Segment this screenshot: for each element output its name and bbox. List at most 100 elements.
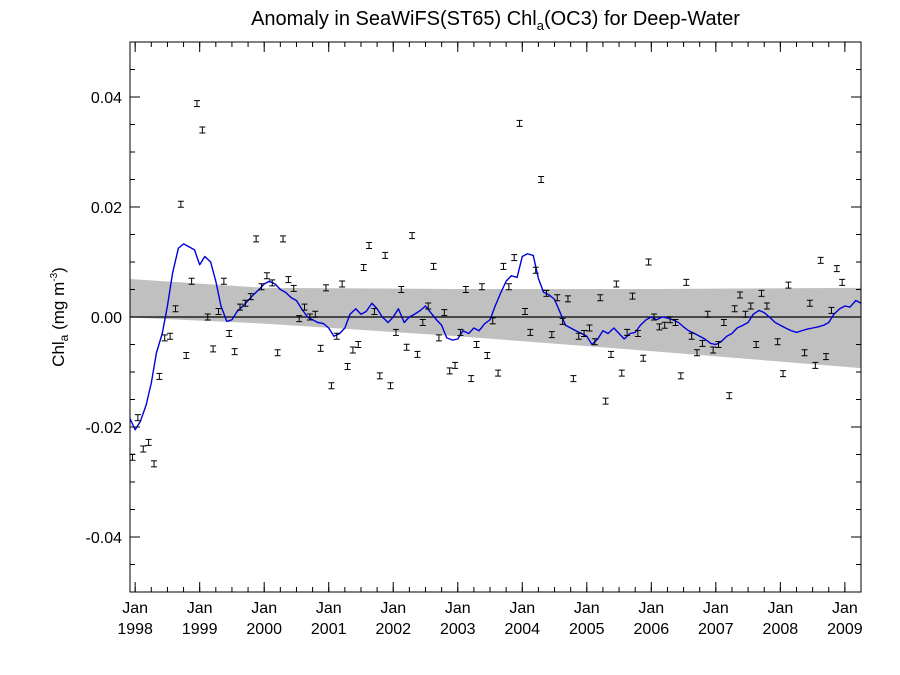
data-point [317,344,324,352]
x-tick-year-label: 2001 [311,621,347,638]
data-point [521,308,528,315]
data-point [742,310,749,318]
data-point [156,372,163,380]
data-point [801,349,808,357]
y-axis-label: Chla (mg m-3) [49,267,71,367]
data-point [823,353,830,361]
data-point [726,392,733,400]
data-point [785,281,792,289]
x-tick-month-label: Jan [122,600,148,617]
data-point [688,332,695,340]
data-point [226,330,233,337]
x-tick-year-label: 2002 [375,621,411,638]
data-point [597,294,604,302]
data-point [204,313,211,321]
data-point [527,328,534,336]
data-point [172,305,179,313]
data-point [177,200,184,208]
data-point [441,309,448,317]
x-tick-month-label: Jan [445,600,471,617]
data-point [699,339,706,347]
x-tick-year-label: 2008 [763,621,799,638]
data-point [532,266,539,274]
data-point [387,382,394,390]
x-tick-year-label: 2006 [634,621,670,638]
x-tick-year-label: 2009 [827,621,863,638]
data-point [296,315,303,323]
data-point [263,272,270,280]
data-point [188,277,195,285]
ylabel-main: Chl [49,341,68,367]
data-point [452,361,459,369]
ylabel-unit-pre: (mg m [49,282,68,335]
data-point [672,319,679,326]
data-point [500,262,507,270]
x-tick-month-label: Jan [380,600,406,617]
data-point [683,278,690,286]
data-point [269,279,276,287]
data-point [312,310,319,318]
data-point [376,372,383,380]
data-point [812,361,819,369]
data-point [301,303,308,311]
x-tick-year-label: 1999 [182,621,218,638]
data-point [651,313,658,321]
y-axis-label-text: Chla (mg m-3) [49,267,71,367]
data-point [220,277,227,285]
data-point [495,369,502,377]
data-point [489,317,496,325]
x-tick-year-label: 2004 [504,621,540,638]
data-point [344,363,351,370]
data-point [446,367,453,375]
data-point [210,345,217,353]
data-point [403,343,410,351]
data-point [290,284,297,292]
data-point [715,341,722,348]
data-point [747,302,754,310]
data-point [710,346,717,354]
data-point [339,280,346,288]
data-point [161,334,168,342]
data-point [677,372,684,380]
data-point [183,352,190,359]
y-tick-label: 0.04 [91,90,122,107]
data-point [516,119,523,127]
data-point [575,332,582,340]
x-tick-month-label: Jan [251,600,277,617]
data-point [355,341,362,348]
y-tick-label: 0.00 [91,310,122,327]
data-point [624,328,631,336]
data-point [693,349,700,357]
data-point [285,276,292,284]
data-point [833,265,840,273]
data-point [382,251,389,259]
data-point [333,332,340,340]
data-point [731,305,738,313]
axes-layer: -0.04 -0.02 0.00 0.02 0.04 Jan 1998 Jan 1999 Jan 2… [86,41,863,638]
data-point [328,382,335,390]
x-tick-year-label: 2007 [698,621,734,638]
ylabel-sub: a [57,334,71,341]
x-tick-year-label: 2005 [569,621,605,638]
data-point [349,346,356,354]
chart-title: Anomaly in SeaWiFS(ST65) Chla(OC3) for D… [130,8,861,33]
data-point [753,341,760,348]
data-point [430,262,437,270]
title-pre: Anomaly in SeaWiFS(ST65) Chl [251,8,537,30]
data-point [564,295,571,303]
data-point [253,235,260,243]
x-tick-month-label: Jan [638,600,664,617]
data-point [231,348,238,356]
data-point [258,283,265,291]
x-tick-month-label: Jan [316,600,342,617]
title-post: (OC3) for Deep-Water [543,8,740,30]
data-point [511,254,518,262]
data-point [548,331,555,339]
x-tick-year-label: 2003 [440,621,476,638]
data-point [134,414,141,422]
data-point [543,289,550,297]
data-point [780,370,787,378]
data-point [392,328,399,336]
x-tick-year-label: 2000 [246,621,282,638]
